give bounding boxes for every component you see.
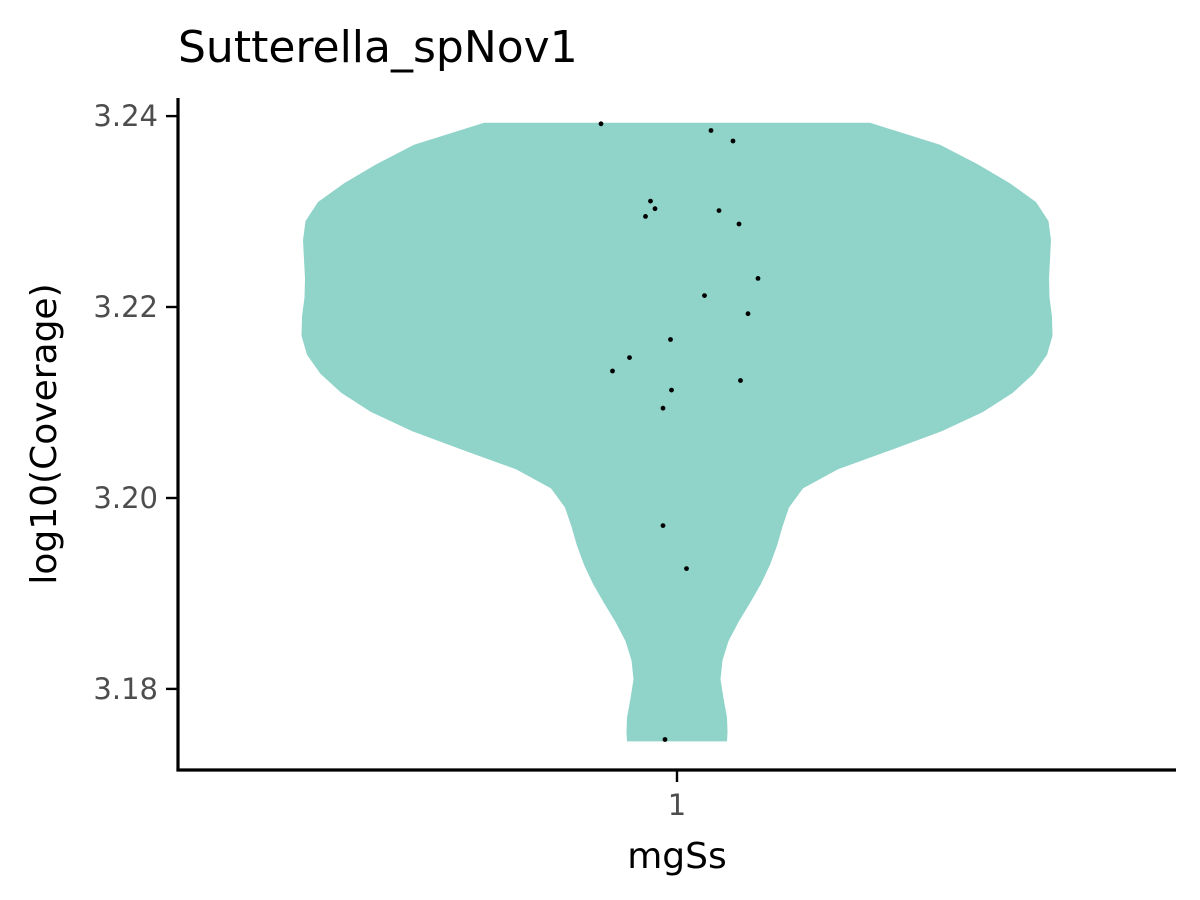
x-tick-label: 1 <box>668 788 686 822</box>
data-point <box>662 737 668 742</box>
data-point <box>730 138 736 144</box>
data-point <box>702 293 707 298</box>
data-point <box>738 378 743 383</box>
jitter-points <box>598 121 761 742</box>
data-point <box>716 208 722 214</box>
chart-title: Sutterella_spNov1 <box>178 22 578 73</box>
data-point <box>598 121 604 127</box>
data-point <box>648 198 653 204</box>
y-tick-label: 3.20 <box>93 481 158 515</box>
data-point <box>610 368 615 374</box>
data-point <box>736 221 742 227</box>
y-tick-label: 3.22 <box>93 290 158 324</box>
data-point <box>745 311 751 317</box>
data-point <box>652 206 658 212</box>
x-axis-ticks: 1 <box>668 770 686 822</box>
data-point <box>643 214 648 219</box>
y-axis-ticks: 3.18 3.20 3.22 3.24 <box>93 99 178 706</box>
x-axis-title: mgSs <box>627 836 727 877</box>
data-point <box>660 523 666 528</box>
y-tick-label: 3.24 <box>93 99 158 133</box>
data-point <box>627 355 632 360</box>
y-axis-title: log10(Coverage) <box>24 283 65 584</box>
data-point <box>755 276 761 281</box>
data-point <box>708 128 714 133</box>
data-point <box>684 566 689 571</box>
plot-area <box>301 121 1053 742</box>
data-point <box>668 337 673 342</box>
data-point <box>669 387 674 393</box>
y-tick-label: 3.18 <box>93 672 158 706</box>
data-point <box>660 405 666 411</box>
violin-shape <box>301 122 1053 742</box>
